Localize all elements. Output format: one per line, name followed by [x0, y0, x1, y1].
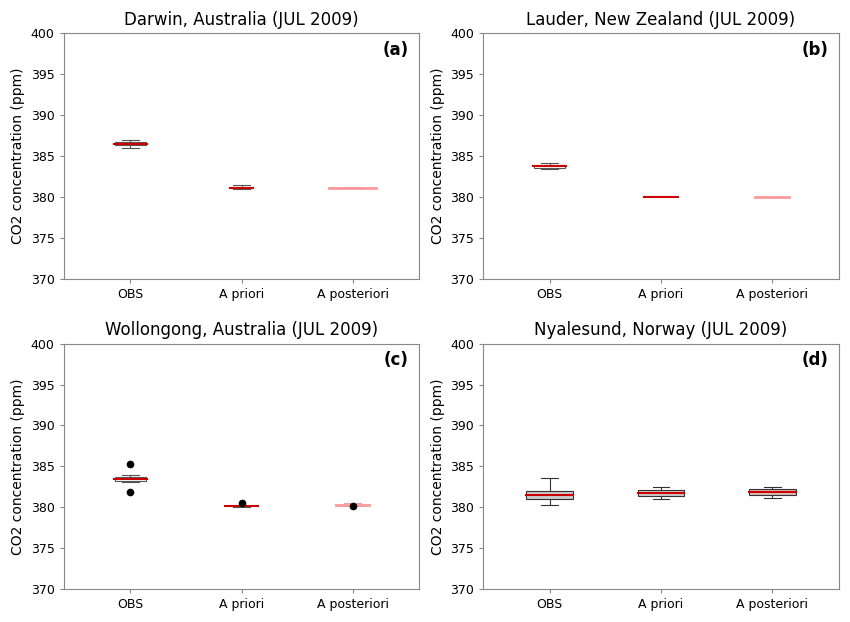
Text: (b): (b) — [802, 41, 828, 59]
Bar — [638, 490, 684, 496]
Bar — [343, 187, 363, 188]
Bar — [115, 476, 146, 481]
Y-axis label: CO2 concentration (ppm): CO2 concentration (ppm) — [11, 68, 26, 244]
Y-axis label: CO2 concentration (ppm): CO2 concentration (ppm) — [431, 378, 445, 555]
Bar — [526, 491, 573, 499]
Bar — [231, 187, 252, 188]
Title: Nyalesund, Norway (JUL 2009): Nyalesund, Norway (JUL 2009) — [535, 322, 788, 340]
Text: (a): (a) — [382, 41, 409, 59]
Title: Lauder, New Zealand (JUL 2009): Lauder, New Zealand (JUL 2009) — [526, 11, 796, 29]
Bar — [115, 142, 146, 146]
Y-axis label: CO2 concentration (ppm): CO2 concentration (ppm) — [431, 68, 445, 244]
Text: (c): (c) — [384, 351, 409, 369]
Y-axis label: CO2 concentration (ppm): CO2 concentration (ppm) — [11, 378, 26, 555]
Bar — [534, 165, 565, 168]
Title: Darwin, Australia (JUL 2009): Darwin, Australia (JUL 2009) — [124, 11, 359, 29]
Bar — [749, 489, 796, 495]
Title: Wollongong, Australia (JUL 2009): Wollongong, Australia (JUL 2009) — [105, 322, 378, 340]
Text: (d): (d) — [802, 351, 828, 369]
